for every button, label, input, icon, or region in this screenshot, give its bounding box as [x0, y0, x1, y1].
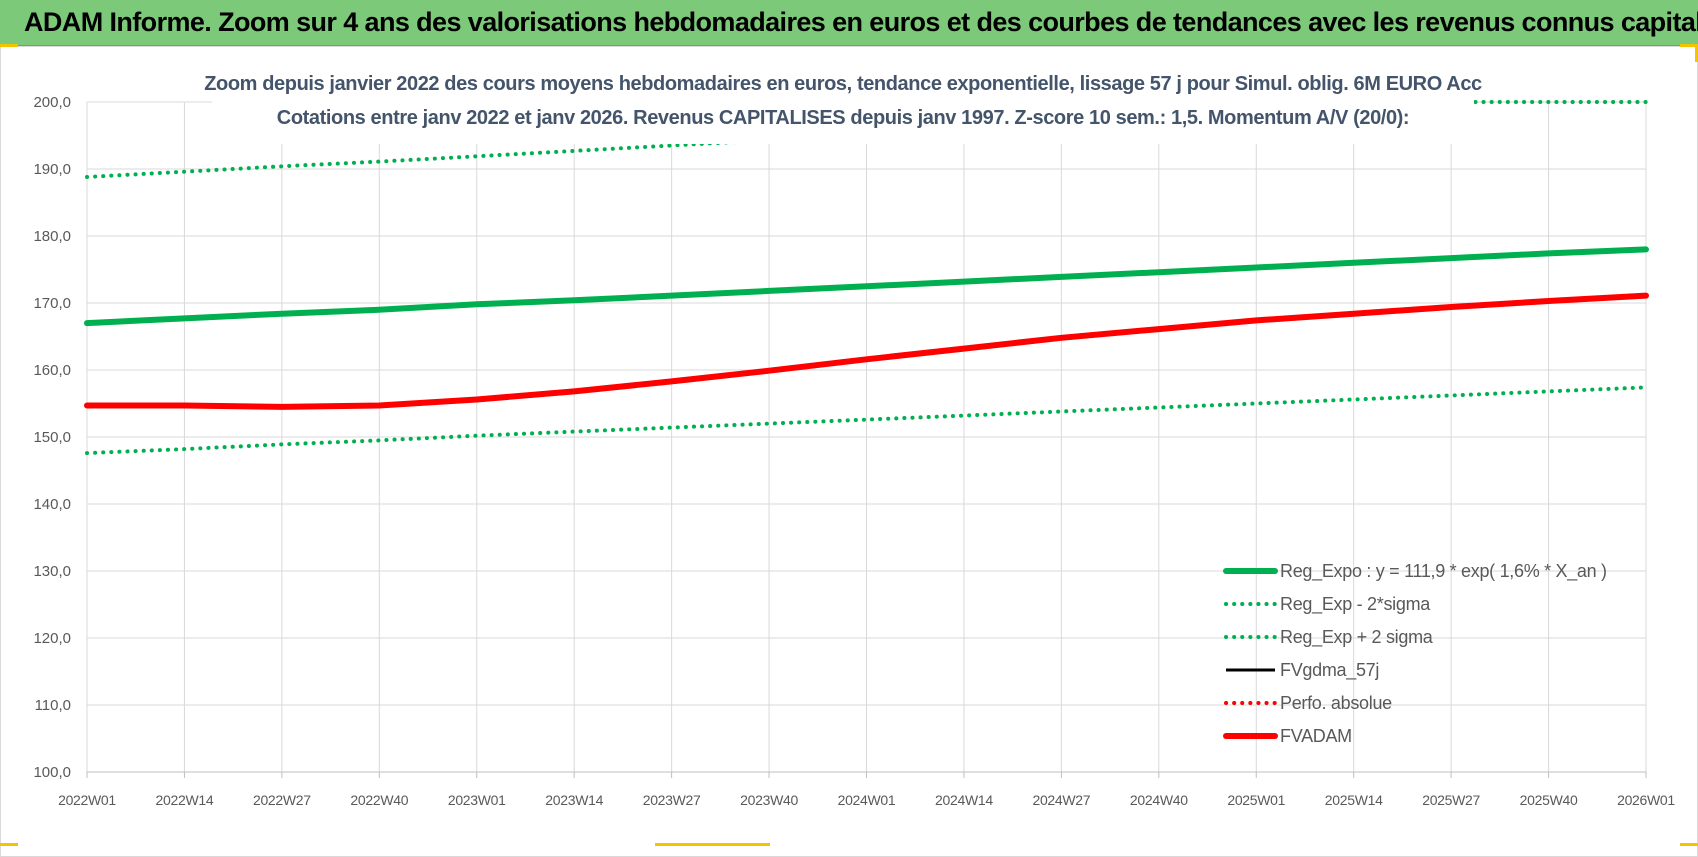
corner-accent-bottom-right — [1680, 843, 1698, 846]
chart-title-line2: Cotations entre janv 2022 et janv 2026. … — [277, 107, 1409, 129]
x-tick-label: 2023W01 — [448, 792, 506, 808]
legend: Reg_Expo : y = 111,9 * exp( 1,6% * X_an … — [1223, 561, 1607, 746]
x-tick-label: 2022W27 — [253, 792, 311, 808]
grid-lines — [86, 101, 1647, 778]
x-tick-label: 2025W27 — [1422, 792, 1480, 808]
corner-accent-top-right — [1680, 44, 1698, 47]
legend-label: Reg_Exp - 2*sigma — [1280, 594, 1431, 615]
y-tick-label: 140,0 — [33, 496, 71, 513]
corner-accent-bottom-mid — [655, 843, 770, 846]
x-tick-label: 2022W14 — [156, 792, 214, 808]
y-tick-label: 170,0 — [33, 295, 71, 312]
y-tick-label: 110,0 — [35, 697, 71, 714]
legend-label: FVgdma_57j — [1280, 660, 1379, 681]
series-line — [85, 385, 1648, 456]
header-banner: ADAM Informe. Zoom sur 4 ans des valoris… — [0, 0, 1698, 46]
x-tick-label: 2023W14 — [545, 792, 603, 808]
x-tick-label: 2023W40 — [740, 792, 798, 808]
y-tick-label: 150,0 — [33, 429, 71, 446]
x-tick-label: 2022W01 — [58, 792, 116, 808]
x-tick-label: 2025W14 — [1325, 792, 1383, 808]
x-tick-label: 2024W14 — [935, 792, 993, 808]
series-group — [84, 100, 1649, 456]
y-tick-label: 160,0 — [33, 362, 71, 379]
legend-label: Perfo. absolue — [1280, 693, 1392, 713]
y-tick-label: 180,0 — [33, 228, 71, 245]
x-tick-label: 2025W01 — [1227, 792, 1285, 808]
y-tick-label: 100,0 — [33, 764, 71, 781]
x-axis-ticks: 2022W01 2022W14 2022W27 2022W40 2023W01 2023W… — [58, 792, 1676, 808]
x-tick-label: 2026W01 — [1617, 792, 1675, 808]
x-tick-label: 2023W27 — [643, 792, 701, 808]
x-tick-label: 2024W27 — [1032, 792, 1090, 808]
x-tick-label: 2025W40 — [1520, 792, 1578, 808]
corner-accent-right-edge — [1695, 44, 1698, 62]
title-backdrop — [212, 64, 1474, 144]
y-tick-label: 200,0 — [33, 94, 71, 111]
x-tick-label: 2022W40 — [350, 792, 408, 808]
x-tick-label: 2024W01 — [838, 792, 896, 808]
legend-label: Reg_Expo : y = 111,9 * exp( 1,6% * X_an … — [1280, 561, 1607, 582]
corner-accent-top-left — [0, 44, 18, 47]
corner-accent-bottom-left — [0, 843, 18, 846]
y-tick-label: 130,0 — [33, 563, 71, 580]
y-tick-label: 120,0 — [33, 630, 71, 647]
y-axis-ticks: 100,0 110,0 120,0 130,0 140,0 150,0 160,0 170,0… — [33, 94, 71, 781]
legend-label: FVADAM — [1280, 726, 1352, 746]
y-tick-label: 190,0 — [33, 161, 71, 178]
x-tick-label: 2024W40 — [1130, 792, 1188, 808]
banner-title: ADAM Informe. Zoom sur 4 ans des valoris… — [24, 7, 1698, 37]
legend-label: Reg_Exp + 2 sigma — [1280, 627, 1434, 648]
chart-title-line1: Zoom depuis janvier 2022 des cours moyen… — [204, 73, 1482, 95]
